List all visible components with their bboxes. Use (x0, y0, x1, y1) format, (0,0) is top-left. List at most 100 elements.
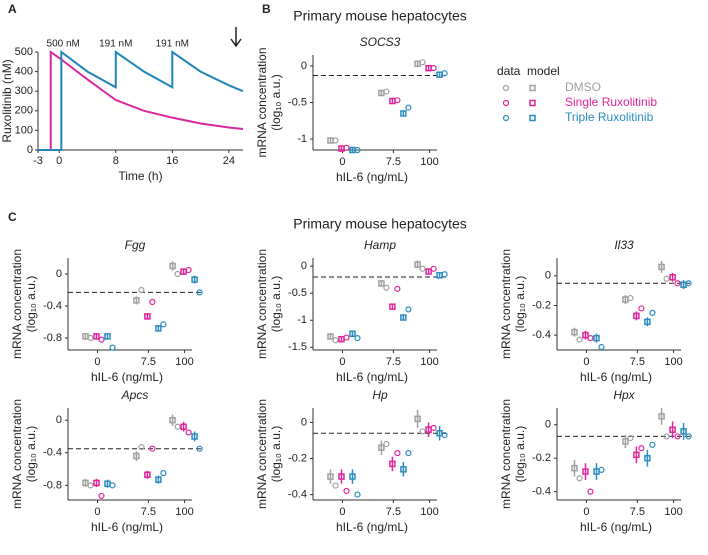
data-point (109, 482, 116, 489)
legend-label: DMSO (565, 80, 601, 94)
y-tick-label: -0.4 (43, 300, 62, 312)
data-point (627, 435, 634, 442)
data-point (627, 294, 634, 302)
data-point (674, 433, 681, 440)
y-axis-label: (log₁₀ a.u.) (24, 426, 38, 482)
x-axis-label: hIL-6 (ng/mL) (336, 370, 408, 384)
model-point (644, 454, 651, 462)
model-point (389, 460, 396, 468)
x-axis-label: hIL-6 (ng/mL) (91, 520, 163, 534)
data-point (174, 423, 181, 430)
model-point (155, 476, 162, 483)
data-point (674, 280, 681, 287)
y-axis-label: (log₁₀ a.u.) (269, 426, 283, 482)
data-point (196, 445, 203, 452)
data-point (87, 482, 94, 489)
x-tick-label: 100 (420, 356, 438, 368)
model-point (327, 333, 334, 340)
y-tick-label: -0.5 (288, 287, 307, 299)
y-tick-label: -0.5 (288, 96, 307, 108)
model-point (400, 110, 407, 117)
y-tick-label: 0 (56, 268, 62, 280)
model-point (144, 313, 151, 320)
legend-title: data (497, 64, 521, 78)
gene-title: SOCS3 (360, 35, 401, 49)
legend-marker (529, 99, 536, 107)
gene-title: Hp (372, 388, 388, 402)
y-tick-label: -0.2 (288, 452, 307, 464)
x-tick-label: 0 (339, 506, 345, 518)
x-tick-label: 100 (175, 506, 193, 518)
data-point (354, 491, 361, 498)
y-tick-label: 0 (56, 414, 62, 426)
x-tick-label: 7.5 (386, 356, 401, 368)
model-point (622, 438, 629, 445)
data-point (598, 343, 605, 351)
data-point (598, 466, 605, 473)
data-point (576, 475, 583, 482)
model-point (400, 466, 407, 473)
panel-label: B (262, 2, 271, 16)
line (38, 50, 244, 151)
y-axis-label: (log₁₀ a.u.) (269, 74, 283, 130)
y-tick-label: 500 (15, 46, 33, 58)
model-point (327, 473, 334, 480)
model-point (169, 416, 176, 424)
y-axis-label: (log₁₀ a.u.) (513, 276, 527, 332)
y-axis-label: mRNA concentration (255, 249, 269, 359)
panel-label: A (8, 2, 17, 16)
y-tick-label: 0 (27, 144, 33, 156)
data-point (441, 431, 448, 439)
data-point (576, 336, 583, 343)
gene-title: Apcs (121, 388, 149, 402)
y-tick-label: -0.4 (288, 488, 307, 500)
model-point (191, 276, 198, 283)
x-tick-label: 0 (94, 356, 100, 368)
x-tick-label: 0 (339, 356, 345, 368)
x-tick-label: 7.5 (630, 506, 645, 518)
x-tick-label: 0 (583, 506, 589, 518)
data-point (383, 284, 390, 291)
data-point (383, 88, 390, 95)
y-tick-label: 0 (545, 270, 551, 282)
model-point (400, 314, 407, 321)
data-point (149, 445, 156, 452)
arrow (230, 27, 242, 48)
data-point (685, 280, 692, 287)
model-point (669, 426, 676, 433)
model-point (169, 262, 176, 270)
y-tick-label: -0.2 (532, 299, 551, 311)
y-axis-label: Ruxolitinib (nM) (0, 59, 14, 142)
x-tick-label: 24 (223, 155, 235, 167)
y-axis-label: mRNA concentration (255, 47, 269, 157)
data-point (149, 298, 156, 306)
model-point (82, 479, 89, 487)
y-tick-label: 0 (301, 260, 307, 272)
data-point (332, 337, 339, 344)
data-point (196, 289, 203, 296)
x-axis-label: hIL-6 (ng/mL) (580, 520, 652, 534)
data-point (343, 144, 350, 151)
data-point (174, 270, 181, 278)
model-point (633, 451, 640, 459)
annotation: 500 nM (47, 39, 80, 50)
y-axis-label: mRNA concentration (499, 399, 513, 509)
data-point (343, 334, 350, 341)
data-point (587, 488, 594, 495)
data-point (109, 344, 116, 351)
y-tick-label: 0 (301, 416, 307, 428)
y-axis-label: (log₁₀ a.u.) (24, 276, 38, 332)
data-point (98, 336, 105, 343)
legend-marker (529, 84, 536, 92)
y-axis-label: mRNA concentration (10, 249, 24, 359)
x-axis-label: Time (h) (118, 169, 162, 183)
x-tick-label: 0 (583, 356, 589, 368)
y-axis-label: mRNA concentration (255, 399, 269, 509)
y-axis-label: (log₁₀ a.u.) (513, 426, 527, 482)
data-point (87, 334, 94, 342)
x-tick-label: 7.5 (386, 506, 401, 518)
model-point (669, 274, 676, 281)
data-point (138, 286, 145, 294)
model-point (680, 428, 687, 435)
